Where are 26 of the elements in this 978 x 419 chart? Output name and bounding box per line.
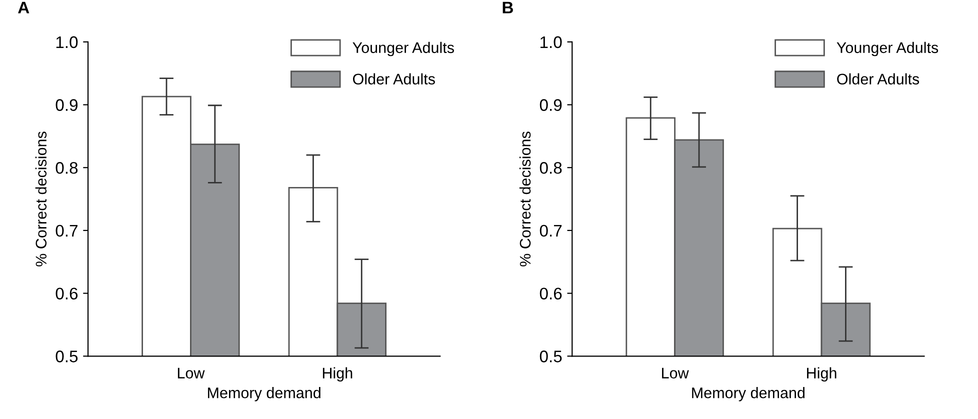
y-tick-label: 0.9 xyxy=(56,99,78,111)
x-axis-title: Memory demand xyxy=(692,387,805,402)
y-tick-label: 0.7 xyxy=(56,224,78,237)
legend-label: Younger Adults xyxy=(352,42,454,56)
y-tick-label: 0.8 xyxy=(56,162,78,174)
y-axis-title: % Correct decisions xyxy=(35,132,47,266)
y-tick-label: 0.5 xyxy=(56,350,78,362)
y-tick-label: 0.5 xyxy=(540,350,562,362)
chart-title: A xyxy=(18,2,30,14)
y-tick-label: 0.6 xyxy=(56,288,78,300)
x-axis-title: Memory demand xyxy=(208,387,320,402)
y-tick-label: 0.7 xyxy=(540,224,562,237)
y-tick-label: 0.6 xyxy=(540,288,562,300)
y-tick-label: 0.8 xyxy=(540,162,562,174)
y-tick-label: 1.0 xyxy=(56,36,78,48)
y-axis-title: % Correct decisions xyxy=(519,132,531,266)
x-tick-label: High xyxy=(322,367,352,382)
legend-label: Older Adults xyxy=(353,73,435,85)
legend-label: Younger Adults xyxy=(836,42,938,56)
x-tick-label: Low xyxy=(662,368,689,378)
chart-title: B xyxy=(502,2,513,14)
y-tick-label: 1.0 xyxy=(540,36,562,48)
y-tick-label: 0.9 xyxy=(540,99,562,111)
legend-label: Older Adults xyxy=(837,73,920,85)
x-tick-label: High xyxy=(807,367,836,382)
x-tick-label: Low xyxy=(178,368,205,378)
